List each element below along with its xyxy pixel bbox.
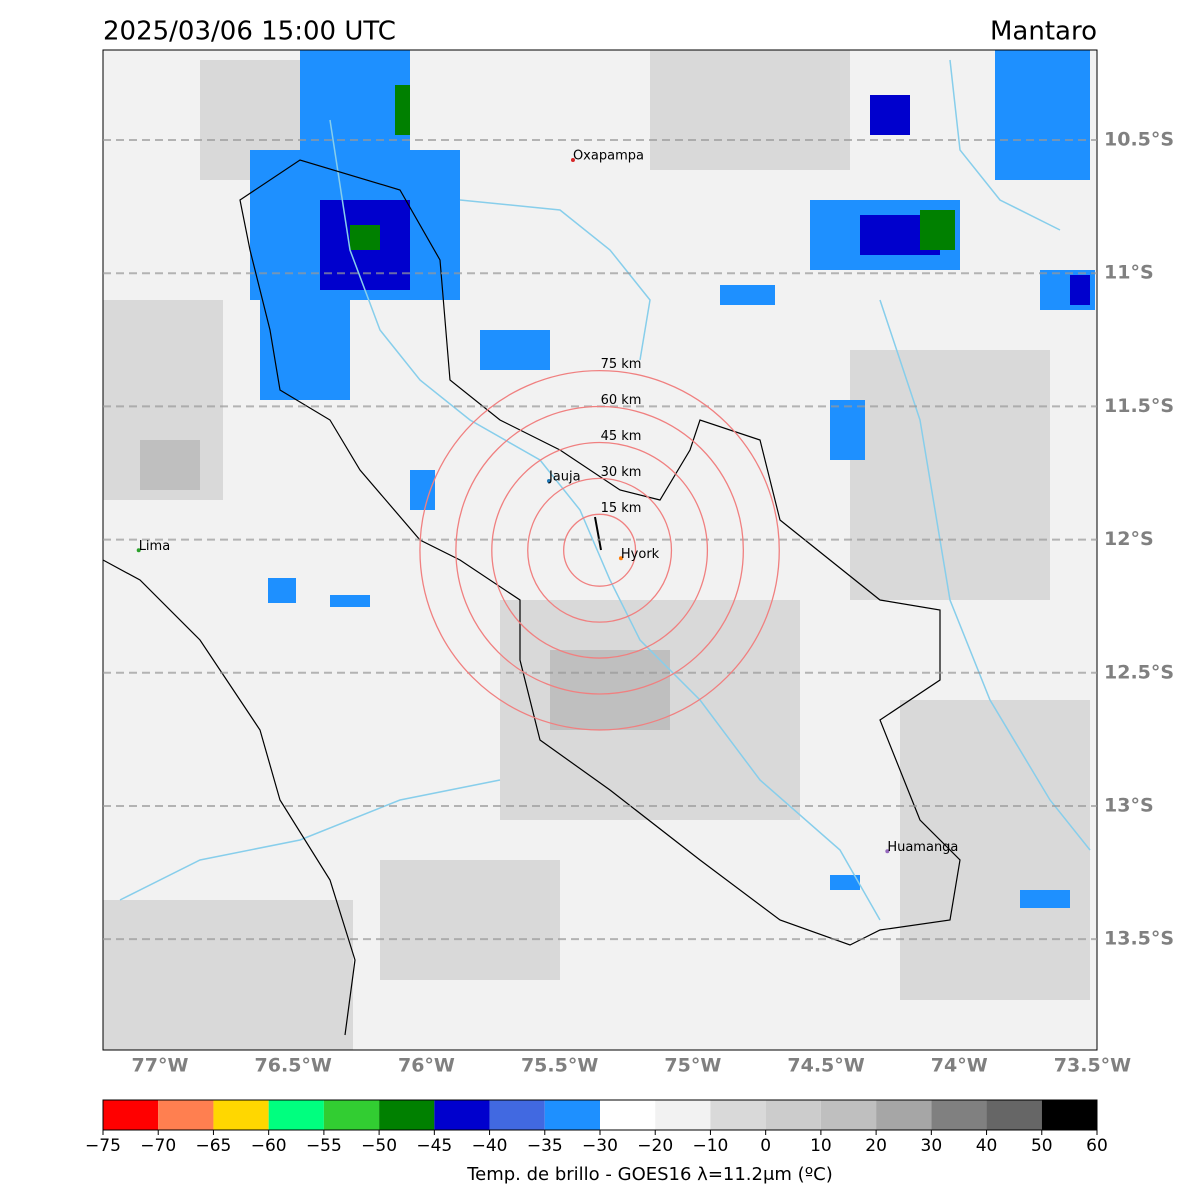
lon-label: 77°W: [132, 1055, 189, 1077]
lon-label: 73.5°W: [1054, 1055, 1131, 1077]
colorbar-segment: [876, 1100, 932, 1130]
range-ring: [563, 513, 637, 587]
city-label: Oxapampa: [573, 149, 644, 164]
colorbar-segment: [323, 1100, 380, 1130]
city-label: Jauja: [548, 470, 581, 485]
range-ring: [419, 369, 780, 731]
ring-label: 30 km: [601, 465, 642, 480]
colorbar-tick-label: 0: [760, 1136, 771, 1156]
lon-label: 75.5°W: [521, 1055, 598, 1077]
colorbar-tick-label: 50: [1031, 1136, 1053, 1156]
coldest-cloud: [350, 85, 955, 250]
range-ring: [527, 477, 673, 623]
colorbar-segment: [379, 1100, 435, 1130]
lon-label: 74.5°W: [787, 1055, 864, 1077]
colorbar-tick-label: −70: [140, 1136, 176, 1156]
map-title: 2025/03/06 15:00 UTC: [103, 17, 396, 47]
lon-label: 74°W: [931, 1055, 988, 1077]
colorbar-segment: [103, 1100, 159, 1130]
colorbar-segment: [765, 1100, 821, 1130]
city-marker: [885, 849, 890, 854]
region-name: Mantaro: [990, 17, 1097, 47]
colorbar-tick-label: 10: [810, 1136, 832, 1156]
lat-label: 11.5°S: [1104, 395, 1174, 417]
colorbar-tick-label: −50: [361, 1136, 397, 1156]
lat-label: 12.5°S: [1104, 661, 1174, 683]
lat-label: 12°S: [1104, 528, 1154, 550]
colorbar-label: Temp. de brillo - GOES16 λ=11.2μm (ºC): [466, 1164, 833, 1185]
lon-label: 75°W: [664, 1055, 721, 1077]
colorbar-segment: [268, 1100, 324, 1130]
city-marker: [136, 548, 141, 553]
warm-cloud: [103, 50, 1090, 1050]
colorbar-segment: [1041, 1100, 1097, 1130]
colorbar-segment: [213, 1100, 269, 1130]
borders: [103, 159, 961, 1036]
lat-label: 10.5°S: [1104, 129, 1174, 151]
ring-label: 45 km: [601, 429, 642, 444]
colorbar-tick-label: −10: [692, 1136, 728, 1156]
lat-label: 11°S: [1104, 262, 1154, 284]
city-marker: [570, 158, 575, 163]
city-label: Lima: [139, 539, 170, 554]
colorbar-segment: [434, 1100, 490, 1130]
colorbar-segment: [710, 1100, 766, 1130]
ring-label: 15 km: [601, 501, 642, 516]
lon-label: 76°W: [398, 1055, 455, 1077]
colorbar-tick-label: 40: [976, 1136, 998, 1156]
warm-cloud-dark: [140, 440, 670, 730]
lat-label: 13°S: [1104, 794, 1154, 816]
colorbar-tick-label: −45: [416, 1136, 452, 1156]
city-label: Hyork: [621, 547, 660, 562]
track-line: [594, 516, 602, 551]
colorbar-tick-label: −55: [306, 1136, 342, 1156]
colorbar-segment: [820, 1100, 877, 1130]
range-ring: [491, 441, 709, 659]
colorbar-tick-label: −65: [195, 1136, 231, 1156]
range-ring: [455, 405, 744, 695]
city-marker: [618, 556, 623, 561]
ring-label: 75 km: [601, 357, 642, 372]
colorbar-tick-label: −30: [582, 1136, 618, 1156]
colorbar-tick-label: −60: [251, 1136, 287, 1156]
rivers: [119, 59, 1091, 921]
colorbar-segment: [600, 1100, 656, 1130]
lon-label: 76.5°W: [255, 1055, 332, 1077]
ring-label: 60 km: [601, 393, 642, 408]
colorbar-tick-label: −40: [472, 1136, 508, 1156]
imagery: [103, 50, 1097, 1050]
colorbar-tick-label: 30: [921, 1136, 943, 1156]
lat-label: 13.5°S: [1104, 928, 1174, 950]
colorbar-segment: [931, 1100, 987, 1130]
colorbar-segment: [986, 1100, 1042, 1130]
colorbar-tick-label: −35: [527, 1136, 563, 1156]
colorbar-segment: [158, 1100, 214, 1130]
map-frame: [102, 49, 1098, 1051]
colorbar-tick-label: 60: [1086, 1136, 1108, 1156]
colorbar-segment: [489, 1100, 545, 1130]
colorbar-tick-label: −75: [85, 1136, 121, 1156]
colorbar-tick-label: −20: [637, 1136, 673, 1156]
colorbar-segment: [655, 1100, 711, 1130]
city-label: Huamanga: [887, 840, 958, 855]
colorbar-segment: [544, 1100, 600, 1130]
city-marker: [546, 479, 551, 484]
colorbar-tick-label: 20: [865, 1136, 887, 1156]
